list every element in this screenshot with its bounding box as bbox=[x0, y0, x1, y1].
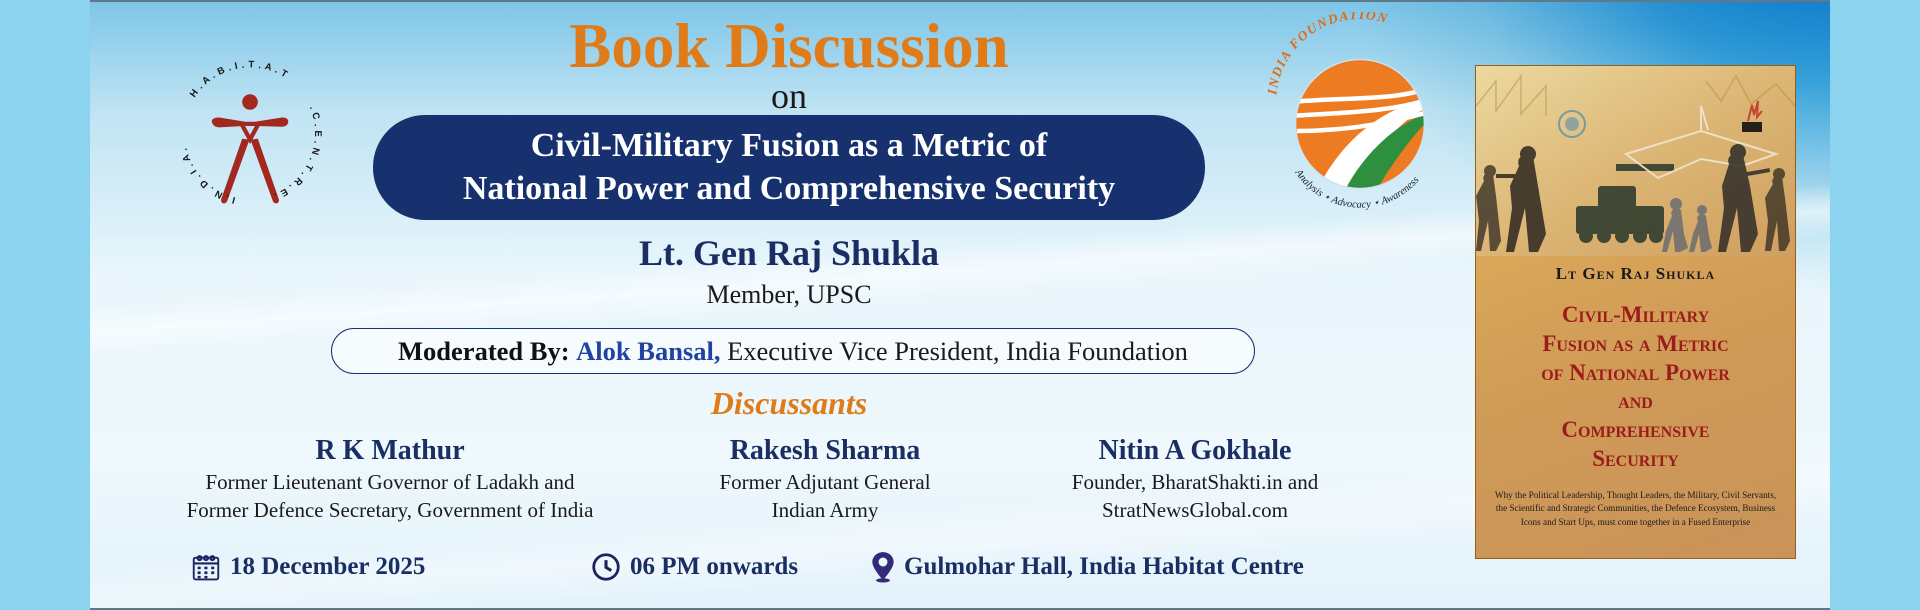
svg-text:I . N . D . I . A .: I . N . D . I . A . bbox=[179, 147, 237, 206]
svg-text:H . A . B . I . T . A . T: H . A . B . I . T . A . T bbox=[188, 59, 290, 99]
